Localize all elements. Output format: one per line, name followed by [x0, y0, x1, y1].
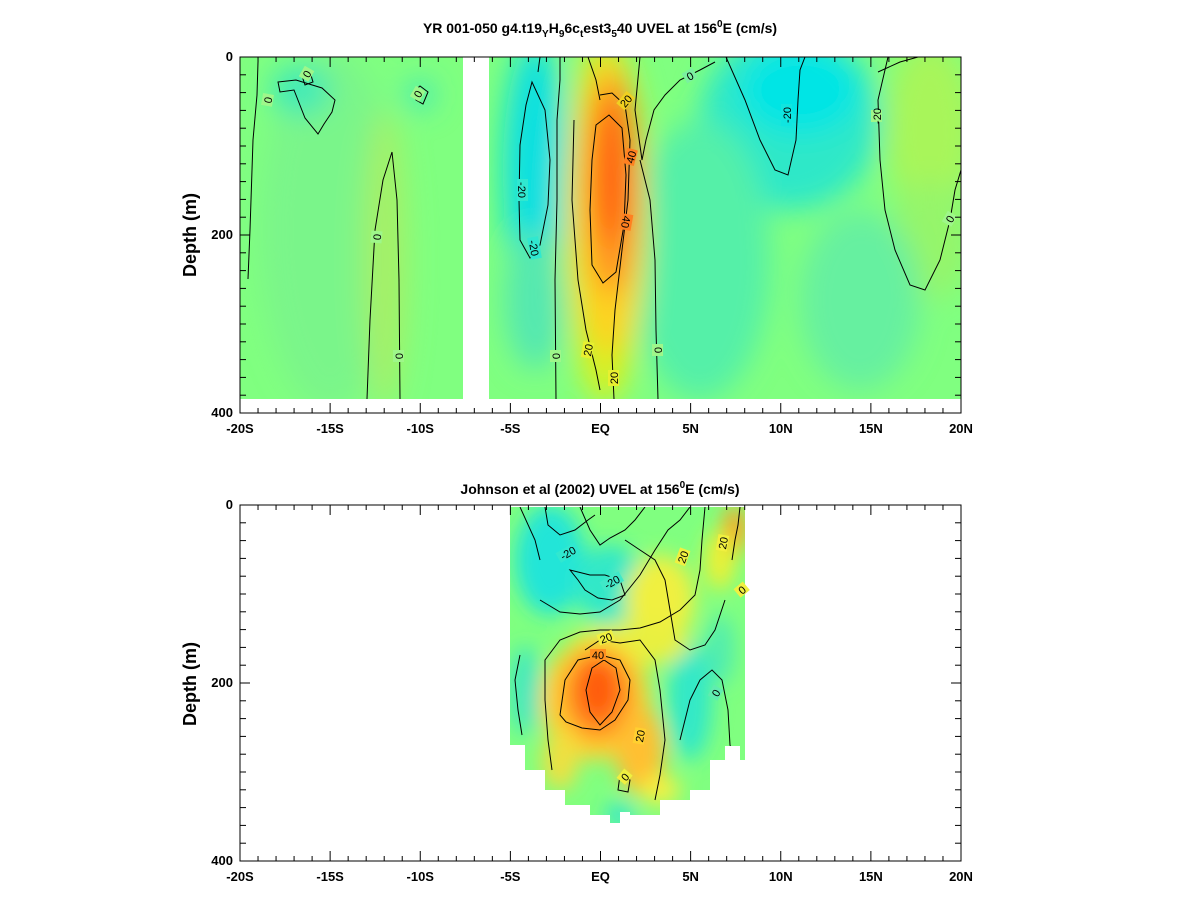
contour-line — [366, 151, 401, 399]
x-tick-labels-observations: -20S -15S -10S -5S EQ 5N 10N 15N 20N — [226, 869, 973, 884]
contour-label: 20 — [599, 631, 615, 646]
x-tick-label: EQ — [591, 421, 610, 436]
contour-labels-observations: -20 -20 20 40 20 20 20 0 0 0 — [555, 534, 750, 785]
contour-label: 40 — [618, 215, 632, 229]
x-tick-label: -5S — [500, 869, 521, 884]
x-tick-label: -5S — [500, 421, 521, 436]
heatmap-field-model — [240, 57, 961, 399]
y-tick-label: 0 — [226, 497, 233, 512]
y-tick-label: 400 — [211, 405, 233, 420]
x-tick-label: -10S — [407, 421, 435, 436]
contour-label: 0 — [301, 69, 314, 80]
y-tick-label: 0 — [226, 49, 233, 64]
contour-label: 20 — [634, 729, 648, 743]
chart-title-observations: Johnson et al (2002) UVEL at 1560E (cm/s… — [460, 480, 739, 497]
x-tick-label: EQ — [591, 869, 610, 884]
contour-label: 40 — [625, 150, 640, 165]
x-ticks-observations — [239, 505, 962, 861]
contour-line — [679, 669, 736, 761]
panel-model: YR 001-050 g4.t19YH96ctest3540 UVEL at 1… — [180, 19, 973, 436]
contour-label: -20 — [782, 107, 794, 123]
y-tick-label: 200 — [211, 227, 233, 242]
y-axis-label-observations: Depth (m) — [180, 642, 200, 726]
contour-labels-model: 0 0 0 0 0 -20 -20 0 20 20 20 40 40 0 0 -… — [261, 65, 958, 386]
heatmap-field-observations — [510, 507, 745, 823]
panel-observations: Johnson et al (2002) UVEL at 1560E (cm/s… — [180, 480, 973, 884]
contour-line — [518, 80, 551, 259]
contour-label: -20 — [872, 108, 884, 124]
y-tick-label: 200 — [211, 675, 233, 690]
x-tick-label: 20N — [949, 421, 973, 436]
contour-label: 0 — [944, 214, 957, 225]
contour-lines-model — [247, 57, 961, 399]
contour-lines-observations — [514, 507, 745, 801]
contour-line — [585, 659, 621, 726]
contour-line — [544, 507, 706, 771]
contour-label: 0 — [685, 70, 696, 83]
contour-line — [519, 507, 541, 561]
contour-label: 0 — [412, 89, 425, 100]
contour-label: 20 — [676, 550, 691, 566]
contour-label: 0 — [394, 353, 406, 359]
x-tick-label: 15N — [859, 869, 883, 884]
x-tick-label: -20S — [226, 869, 254, 884]
x-tick-label: -15S — [316, 869, 344, 884]
y-tick-label: 400 — [211, 853, 233, 868]
x-tick-labels-model: -20S -15S -10S -5S EQ 5N 10N 15N 20N — [226, 421, 973, 436]
contour-line — [514, 654, 523, 736]
x-tick-label: -10S — [407, 869, 435, 884]
contour-label: 0 — [372, 234, 384, 241]
x-tick-label: 5N — [682, 421, 699, 436]
contour-line — [568, 569, 626, 601]
x-tick-label: 10N — [769, 869, 793, 884]
contour-label: 0 — [653, 347, 665, 353]
x-tick-label: -15S — [316, 421, 344, 436]
contour-line — [554, 57, 561, 399]
contour-label: 0 — [263, 96, 276, 104]
x-ticks-model — [239, 57, 962, 413]
contour-line — [571, 119, 601, 391]
contour-line — [247, 61, 259, 280]
y-ticks-model — [240, 56, 961, 414]
contour-label: 20 — [609, 372, 621, 384]
x-tick-label: -20S — [226, 421, 254, 436]
contour-line — [537, 57, 541, 73]
x-tick-label: 10N — [769, 421, 793, 436]
y-ticks-observations — [240, 504, 961, 862]
contour-line — [589, 114, 627, 284]
y-tick-labels-observations: 0 200 400 — [211, 497, 233, 868]
contour-line — [624, 539, 726, 651]
contour-line — [559, 654, 631, 731]
contour-line — [277, 79, 336, 135]
contour-line — [587, 57, 601, 101]
contour-line — [877, 57, 919, 73]
contour-label: 0 — [710, 688, 723, 699]
y-axis-label-model: Depth (m) — [180, 193, 200, 277]
contour-line — [539, 507, 691, 615]
x-tick-label: 20N — [949, 869, 973, 884]
contour-label: 20 — [717, 536, 731, 550]
contour-label: 40 — [592, 650, 604, 662]
contour-line — [731, 507, 741, 561]
contour-line — [725, 57, 806, 176]
contour-label: 0 — [551, 353, 563, 359]
chart-title-model: YR 001-050 g4.t19YH96ctest3540 UVEL at 1… — [423, 19, 777, 40]
contour-line — [579, 507, 646, 546]
y-tick-labels-model: 0 200 400 — [211, 49, 233, 420]
x-tick-label: 15N — [859, 421, 883, 436]
contour-line — [599, 92, 631, 399]
contour-line — [877, 57, 961, 291]
contour-label: -20 — [515, 182, 527, 198]
contour-label: 20 — [582, 343, 596, 357]
contour-line — [544, 507, 596, 536]
x-tick-label: 5N — [682, 869, 699, 884]
contour-label: -20 — [526, 239, 541, 257]
